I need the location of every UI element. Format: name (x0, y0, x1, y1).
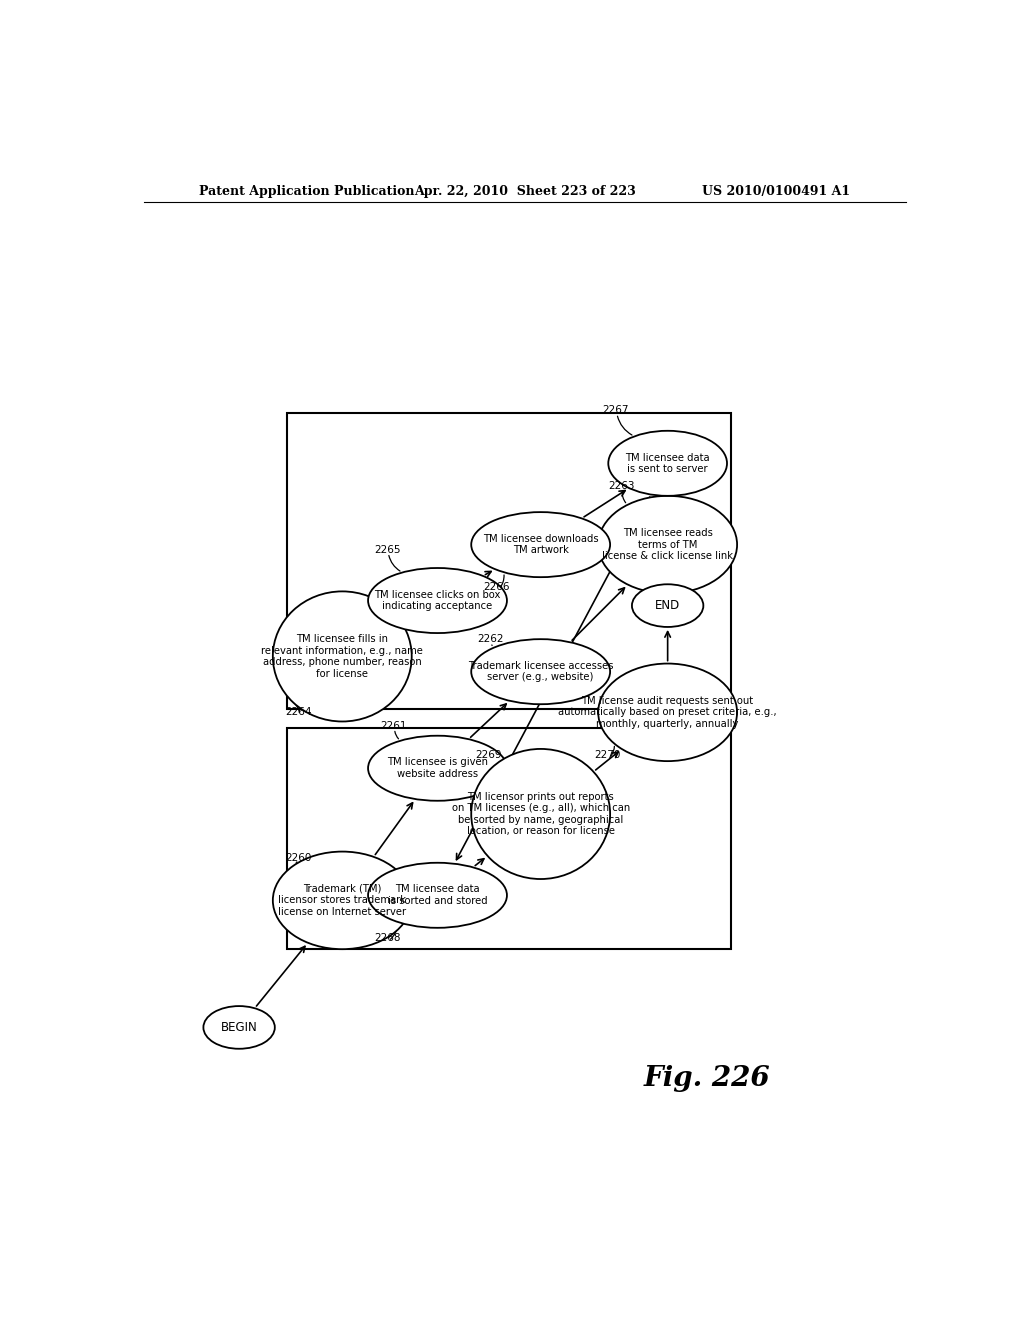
Ellipse shape (632, 585, 703, 627)
FancyBboxPatch shape (287, 412, 731, 709)
FancyBboxPatch shape (287, 727, 731, 949)
Text: US 2010/0100491 A1: US 2010/0100491 A1 (702, 185, 850, 198)
Text: BEGIN: BEGIN (221, 1020, 257, 1034)
Text: TM licensee fills in
relevant information, e.g., name
address, phone number, rea: TM licensee fills in relevant informatio… (261, 634, 423, 678)
Text: Patent Application Publication: Patent Application Publication (200, 185, 415, 198)
Text: 2264: 2264 (285, 708, 311, 717)
Ellipse shape (368, 863, 507, 928)
Ellipse shape (608, 430, 727, 496)
Text: Trademark (TM)
licensor stores trademark
license on Internet server: Trademark (TM) licensor stores trademark… (279, 884, 407, 917)
Ellipse shape (598, 496, 737, 594)
Text: END: END (655, 599, 680, 612)
Text: TM licensee data
is sorted and stored: TM licensee data is sorted and stored (388, 884, 487, 906)
Text: Fig. 226: Fig. 226 (644, 1065, 771, 1092)
Text: 2267: 2267 (602, 405, 629, 416)
Text: 2270: 2270 (595, 750, 621, 760)
Text: TM licensee data
is sent to server: TM licensee data is sent to server (626, 453, 710, 474)
Text: 2263: 2263 (608, 480, 635, 491)
Text: Apr. 22, 2010  Sheet 223 of 223: Apr. 22, 2010 Sheet 223 of 223 (414, 185, 636, 198)
Text: 2269: 2269 (475, 750, 502, 760)
Ellipse shape (368, 568, 507, 634)
Text: 2261: 2261 (380, 721, 407, 730)
Text: TM licensor prints out reports
on TM licenses (e.g., all), which can
be sorted b: TM licensor prints out reports on TM lic… (452, 792, 630, 837)
Text: TM licensee downloads
TM artwork: TM licensee downloads TM artwork (483, 533, 598, 556)
Ellipse shape (368, 735, 507, 801)
Text: Trademark licensee accesses
server (e.g., website): Trademark licensee accesses server (e.g.… (468, 661, 613, 682)
Ellipse shape (471, 639, 610, 704)
Text: 2265: 2265 (374, 545, 400, 554)
Ellipse shape (471, 512, 610, 577)
Text: 2266: 2266 (483, 582, 510, 593)
Text: TM licensee is given
website address: TM licensee is given website address (387, 758, 488, 779)
Ellipse shape (204, 1006, 274, 1049)
Text: TM licensee reads
terms of TM
license & click license link: TM licensee reads terms of TM license & … (602, 528, 733, 561)
Text: 2262: 2262 (477, 634, 504, 644)
Text: 2260: 2260 (285, 853, 311, 863)
Ellipse shape (471, 748, 610, 879)
Ellipse shape (272, 851, 412, 949)
Text: 2268: 2268 (374, 933, 400, 942)
Ellipse shape (598, 664, 737, 762)
Text: TM license audit requests sent out
automatically based on preset criteria, e.g.,: TM license audit requests sent out autom… (558, 696, 777, 729)
Ellipse shape (272, 591, 412, 722)
Text: TM licensee clicks on box
indicating acceptance: TM licensee clicks on box indicating acc… (375, 590, 501, 611)
